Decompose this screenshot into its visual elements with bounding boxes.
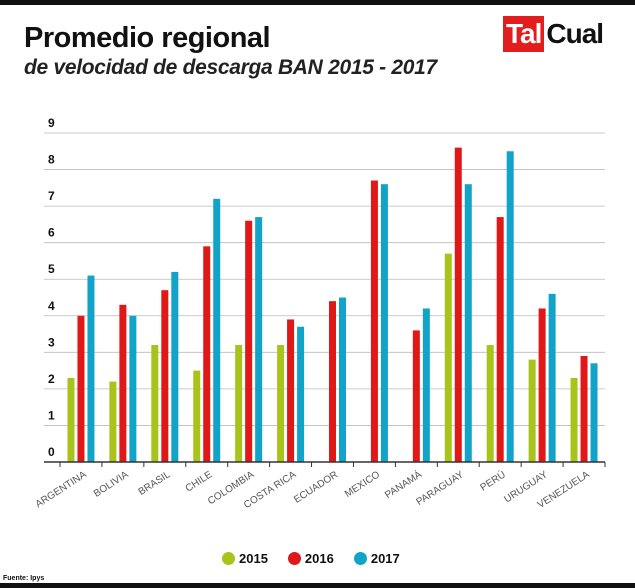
x-tick-label: ECUADOR (292, 469, 340, 505)
bar-2017-bolivia (129, 315, 137, 462)
bar-2016-mexico (370, 180, 378, 462)
y-tick-label: 0 (48, 445, 55, 459)
bar-2015-bolivia (109, 381, 117, 462)
bar-2015-uruguay (528, 359, 536, 462)
bar-2017-mexico (380, 184, 388, 462)
bar-2015-paraguay (444, 253, 452, 462)
bar-2016-ecuador (329, 301, 336, 462)
legend-label-2017: 2017 (370, 551, 400, 566)
bar-2016-venezuela (580, 355, 588, 462)
bar-2017-paraguay (464, 184, 472, 462)
x-tick-label: PARAGUAY (415, 469, 467, 508)
bar-2017-ecuador (339, 297, 346, 462)
logo-tal: Tal (503, 16, 545, 52)
bar-2017-argentina (87, 275, 95, 462)
bar-2016-brasil (161, 290, 169, 462)
x-tick-label: CHILE (184, 469, 215, 494)
y-tick-label: 5 (48, 262, 55, 276)
chart-subtitle: de velocidad de descarga BAN 2015 - 2017 (24, 56, 437, 79)
y-tick-label: 1 (48, 408, 55, 422)
bar-2016-panamá (412, 330, 420, 462)
y-tick-label: 4 (48, 299, 55, 313)
logo-cual: Cual (546, 18, 604, 49)
x-tick-label: ARGENTINA (34, 469, 89, 510)
x-tick-label: MEXICO (343, 469, 382, 500)
legend-label-2015: 2015 (239, 551, 268, 566)
bar-2016-costa-rica (287, 319, 295, 462)
talcual-logo: Tal Cual (503, 16, 605, 52)
legend-dot-2015 (222, 552, 235, 565)
bottom-bar (0, 583, 635, 588)
bar-2016-uruguay (538, 308, 546, 462)
legend-item-2015: 2015 (222, 551, 268, 566)
bar-2015-colombia (235, 345, 243, 462)
bar-2015-chile (193, 370, 201, 462)
bars-layer (67, 147, 598, 463)
bar-2015-perú (486, 345, 494, 462)
bar-2017-perú (506, 151, 514, 462)
legend-dot-2016 (287, 552, 301, 565)
y-tick-label: 8 (48, 153, 55, 167)
bar-2015-venezuela (570, 377, 578, 462)
bar-2017-panamá (422, 308, 430, 462)
bar-2016-colombia (245, 220, 253, 462)
legend-label-2016: 2016 (304, 551, 334, 566)
bar-2016-paraguay (454, 147, 462, 462)
bar-2017-brasil (171, 271, 179, 462)
x-tick-label: PERÚ (477, 468, 507, 494)
source-note: Fuente: Ipys (3, 575, 45, 582)
bar-2016-perú (496, 217, 504, 462)
chart-title: Promedio regional (24, 22, 271, 54)
bar-2015-argentina (67, 377, 75, 462)
grid-layer (44, 132, 605, 426)
x-tick-label: BOLIVIA (92, 469, 131, 500)
bar-2016-argentina (77, 315, 85, 462)
bar-2015-costa-rica (277, 345, 285, 462)
bar-2017-chile (213, 198, 221, 463)
bar-2016-bolivia (119, 304, 127, 462)
legend-item-2016: 2016 (287, 551, 334, 566)
y-tick-label: 7 (48, 189, 55, 203)
legend-dot-2017 (353, 552, 367, 565)
bar-2017-uruguay (548, 293, 556, 462)
top-bar (0, 0, 635, 5)
bar-2017-venezuela (590, 363, 598, 462)
bar-2017-colombia (255, 217, 263, 462)
legend: 2015 2016 2017 (222, 551, 400, 566)
legend-item-2017: 2017 (353, 551, 400, 566)
bar-2015-brasil (151, 345, 159, 462)
y-tick-label: 2 (48, 372, 55, 386)
x-tick-label: BRASIL (137, 469, 173, 498)
bar-2017-costa-rica (297, 326, 305, 462)
bar-2016-chile (203, 246, 211, 462)
y-tick-label: 6 (48, 226, 55, 240)
y-tick-label: 9 (48, 116, 55, 130)
y-tick-label: 3 (48, 335, 55, 349)
